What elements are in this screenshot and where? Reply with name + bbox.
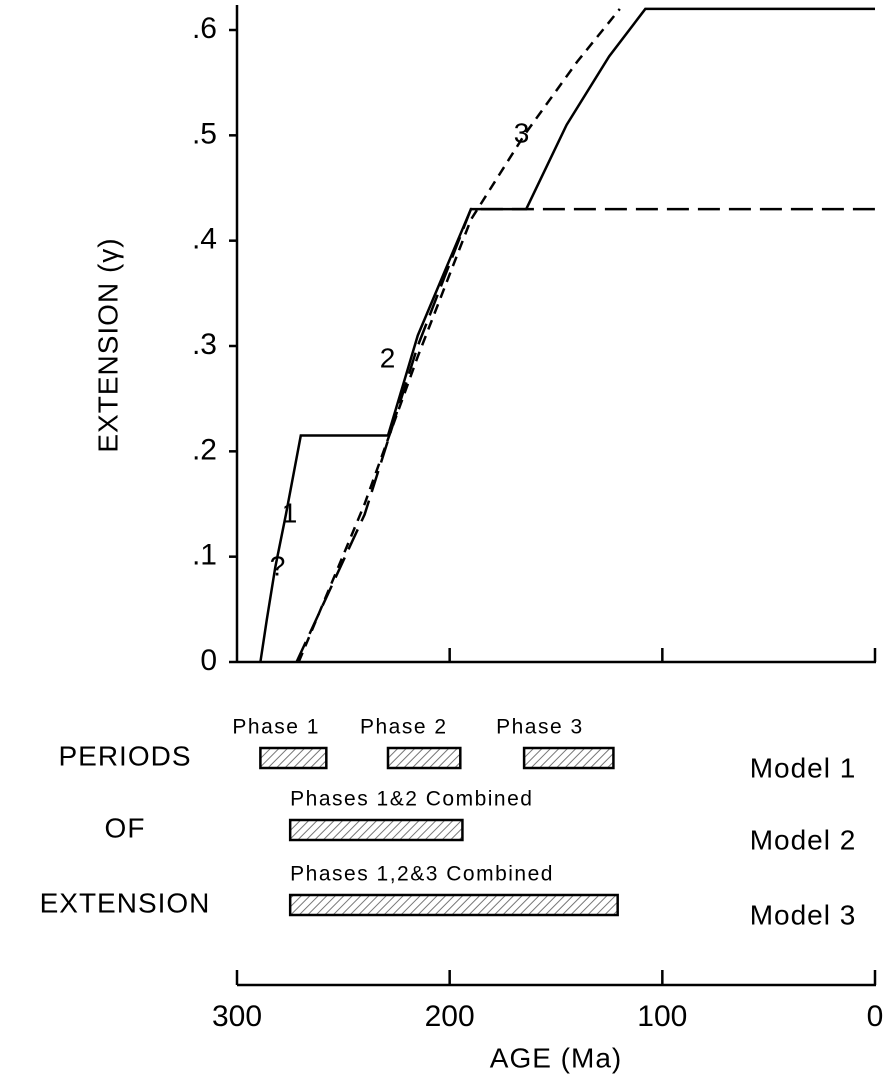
period-bar	[522, 746, 615, 770]
y-tick-label: .5	[192, 117, 217, 150]
x-tick-label: 200	[425, 1000, 475, 1033]
y-tick-label: .4	[192, 223, 217, 256]
phase-label: Phases 1,2&3 Combined	[290, 863, 554, 886]
y-axis-label: EXTENSION (γ)	[92, 237, 123, 452]
y-tick-label: .6	[192, 12, 217, 45]
series-label: 1	[282, 497, 299, 528]
line-series	[295, 207, 875, 663]
periods-title: OF	[105, 812, 146, 843]
period-bar	[288, 818, 464, 842]
model-label: Model 1	[750, 752, 857, 783]
periods-title: EXTENSION	[40, 887, 211, 918]
series-label: 3	[514, 117, 531, 148]
x-tick-label: 300	[212, 1000, 262, 1033]
line-series	[259, 7, 875, 663]
y-tick-label: 0	[200, 644, 217, 677]
x-tick-label: 100	[637, 1000, 687, 1033]
x-axis-label: AGE (Ma)	[490, 1042, 622, 1073]
period-bar	[288, 893, 619, 917]
y-tick-label: .3	[192, 328, 217, 361]
line-series	[297, 8, 621, 663]
model-label: Model 3	[750, 899, 857, 930]
x-tick-label: 0	[867, 1000, 884, 1033]
period-bar	[386, 746, 462, 770]
y-tick-label: .2	[192, 433, 217, 466]
series-label: 2	[380, 342, 397, 373]
phase-label: Phases 1&2 Combined	[290, 788, 533, 811]
y-tick-label: .1	[192, 539, 217, 572]
phase-label: Phase 2	[360, 716, 448, 739]
periods-title: PERIODS	[58, 740, 191, 771]
period-bar	[259, 746, 328, 770]
phase-label: Phase 1	[232, 716, 320, 739]
model-label: Model 2	[750, 824, 857, 855]
annotation: ?	[270, 550, 287, 581]
phase-label: Phase 3	[496, 716, 584, 739]
